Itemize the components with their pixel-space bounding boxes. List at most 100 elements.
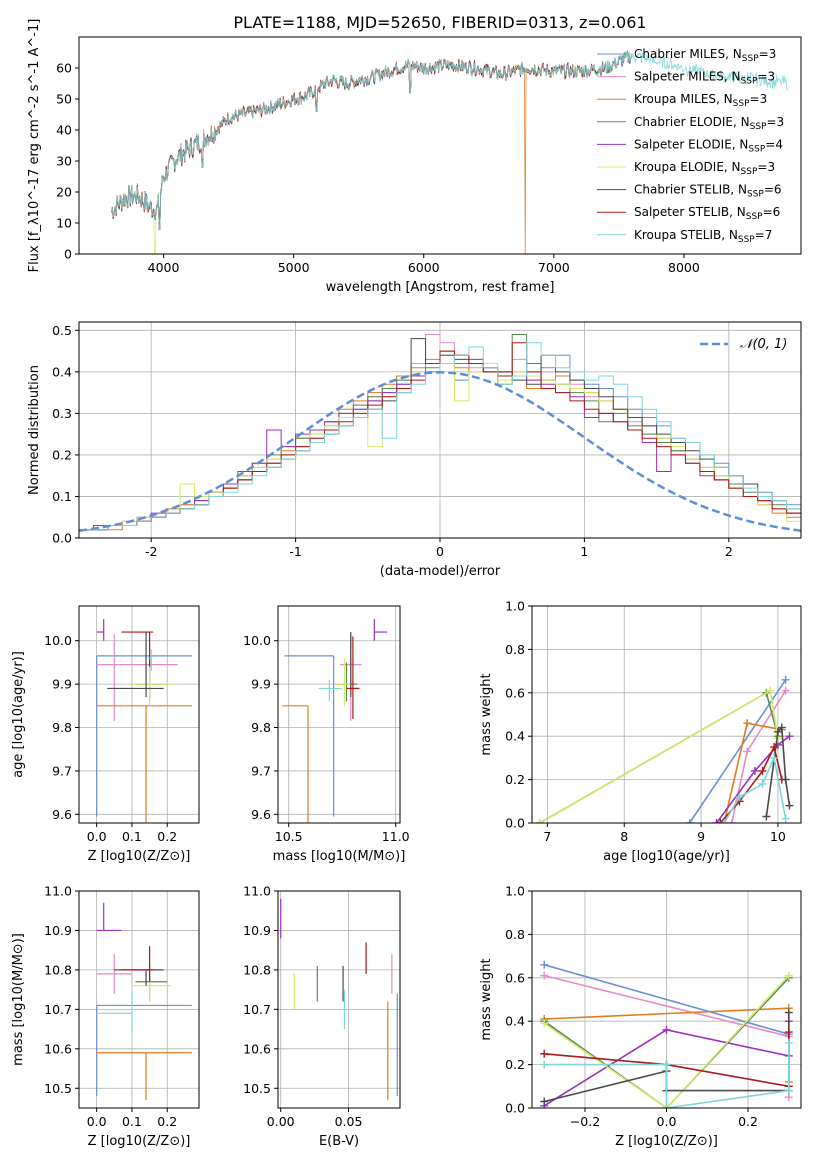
weight-point — [762, 812, 771, 821]
x-tick-label: 7 — [543, 829, 551, 844]
weight-point — [535, 819, 544, 823]
legend-main: Salpeter MILES, N — [634, 70, 741, 84]
legend-tail: =3 — [759, 47, 777, 61]
legend-tail: =6 — [764, 183, 782, 197]
histogram-kroupa_stelib — [79, 342, 801, 538]
mass_vs_Z-panel: 0.0 0.1 0.2 10.5 10.6 10.7 10.8 10.9 11.0 Z [log1… — [11, 884, 200, 1149]
x-tick-label: 7000 — [538, 260, 570, 275]
x-axis-label: wavelength [Angstrom, rest frame] — [326, 280, 555, 295]
y-tick-label: 10.7 — [243, 1002, 271, 1017]
legend-sub: SSP — [741, 77, 758, 87]
weight-point — [540, 1097, 549, 1106]
x-tick-label: 0.1 — [122, 1114, 142, 1129]
y-tick-label: 10.6 — [243, 1041, 271, 1056]
y-tick-label: 11.0 — [243, 884, 271, 899]
legend-label: Salpeter STELIB, NSSP=6 — [634, 205, 780, 222]
y-tick-label: 0.1 — [52, 489, 72, 504]
legend-tail: =3 — [757, 160, 775, 174]
x-tick-label: 1 — [580, 544, 588, 559]
errorbars — [282, 619, 388, 823]
y-tick-label: 0.0 — [52, 531, 72, 546]
legend-sub: SSP — [746, 212, 763, 222]
weight-point — [784, 1028, 793, 1037]
weight_vs_age-panel: 7 8 9 10 0.0 0.2 0.4 0.6 0.8 1.0 age [log10(age/yr… — [479, 599, 802, 864]
y-tick-label: 9.9 — [251, 677, 271, 692]
y-axis-label: mass weight — [479, 673, 494, 755]
x-tick-label: 2 — [725, 544, 733, 559]
x-tick-label: 0.0 — [657, 1114, 677, 1129]
y-tick-label: 0.2 — [52, 447, 72, 462]
legend-main: Chabrier STELIB, N — [634, 183, 747, 197]
weight-line-kroupa_stelib — [544, 1042, 790, 1108]
legend-label: Kroupa ELODIE, NSSP=3 — [634, 160, 775, 177]
y-tick-label: 0.3 — [52, 406, 72, 421]
x-tick-label: −0.2 — [570, 1114, 600, 1129]
y-tick-label: 9.7 — [251, 763, 271, 778]
legend-sub: SSP — [750, 122, 767, 132]
weight-point — [743, 719, 752, 728]
plot-frame — [531, 605, 802, 824]
legend-tail: =7 — [755, 228, 773, 242]
y-tick-label: 0.4 — [505, 1014, 525, 1029]
legend-main: Kroupa ELODIE, N — [634, 160, 741, 174]
weight-point — [540, 971, 549, 980]
spectrum-line-chabrier_elodie — [111, 51, 632, 230]
x-axis-label: (data-model)/error — [380, 564, 501, 579]
y-axis-label: mass [log10(M/M⊙)] — [11, 933, 26, 1066]
y-tick-label: 10.5 — [243, 1081, 271, 1096]
weight-point — [785, 732, 794, 741]
y-tick-label: 10.9 — [243, 923, 271, 938]
legend-label: Chabrier MILES, NSSP=3 — [634, 47, 776, 64]
y-tick-label: 0.6 — [505, 970, 525, 985]
weight-point — [735, 792, 744, 801]
x-tick-label: 5000 — [278, 260, 310, 275]
y-tick-label: 10.8 — [243, 962, 271, 977]
weight-point — [540, 1049, 549, 1058]
x-tick-label: 11.0 — [382, 829, 410, 844]
legend-label: Kroupa STELIB, NSSP=7 — [634, 228, 772, 245]
weight-point — [750, 766, 759, 775]
y-tick-label: 0.2 — [505, 772, 525, 787]
y-tick-label: 9.7 — [52, 763, 72, 778]
y-axis-label: age [log10(age/yr)] — [11, 651, 26, 778]
weight-line-kroupa_elodie — [539, 689, 779, 823]
y-tick-label: 9.6 — [52, 807, 72, 822]
weight-line-kroupa_elodie — [543, 975, 790, 1108]
chart-title: PLATE=1188, MJD=52650, FIBERID=0313, z=0… — [233, 13, 646, 32]
plot-frame — [531, 890, 802, 1109]
weight-point — [777, 723, 786, 732]
weight-point — [758, 779, 767, 788]
legend-label: 𝒩(0, 1) — [740, 337, 787, 352]
weight-point — [784, 1008, 793, 1017]
y-tick-label: 9.8 — [52, 720, 72, 735]
spectrum-line-salpeter_elodie — [111, 51, 632, 230]
weight-point — [777, 775, 786, 784]
y-tick-label: 11.0 — [44, 884, 72, 899]
y-tick-label: 0.4 — [52, 364, 72, 379]
y-tick-label: 1.0 — [505, 599, 525, 614]
histogram-chabrier_miles — [79, 350, 801, 538]
y-tick-label: 20 — [56, 185, 72, 200]
weight-point — [758, 766, 767, 775]
residuals-panel: -2 -1 0 1 2 0.0 0.1 0.2 0.3 0.4 0.5 (data-model)/er… — [27, 321, 802, 579]
x-axis-label: Z [log10(Z/Z⊙)] — [88, 1134, 191, 1149]
legend-label: Salpeter MILES, NSSP=3 — [634, 70, 775, 87]
legend-sub: SSP — [742, 54, 759, 64]
y-tick-label: 0.0 — [505, 816, 525, 831]
weight-point — [662, 1104, 671, 1108]
plot-frame — [277, 605, 401, 824]
x-tick-label: 0.0 — [87, 829, 107, 844]
legend-main: Chabrier MILES, N — [634, 47, 742, 61]
x-tick-label: 0.2 — [738, 1114, 758, 1129]
legend-sub: SSP — [747, 190, 764, 200]
errorbars — [96, 902, 192, 1101]
weight_vs_Z-panel: −0.2 0.0 0.2 0.0 0.2 0.4 0.6 0.8 1.0 Z [log10(Z/Z… — [479, 884, 802, 1149]
weight-point — [540, 1060, 549, 1069]
legend-tail: =6 — [763, 205, 781, 219]
weight-point — [781, 686, 790, 695]
legend-label: Kroupa MILES, NSSP=3 — [634, 92, 767, 109]
legend-main: Kroupa STELIB, N — [634, 228, 738, 242]
y-tick-label: 1.0 — [505, 884, 525, 899]
